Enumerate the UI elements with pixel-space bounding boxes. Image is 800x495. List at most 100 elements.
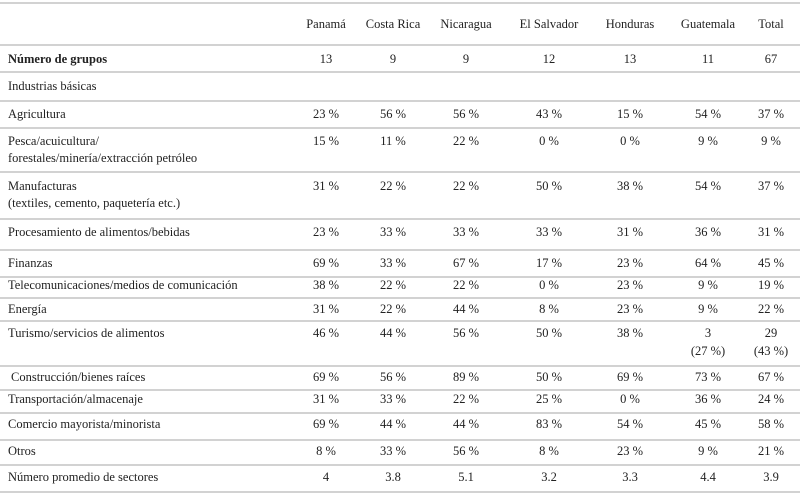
cell: 54 %: [617, 417, 643, 431]
cell: 21 %: [758, 444, 784, 458]
cell: 67: [765, 52, 778, 66]
cell: 56 %: [453, 326, 479, 340]
cell: 12: [543, 52, 556, 66]
cell: 69 %: [313, 417, 339, 431]
cell: 33 %: [453, 225, 479, 239]
cell: 31 %: [617, 225, 643, 239]
cell: 8 %: [539, 302, 559, 316]
cell: 23 %: [617, 278, 643, 292]
cell: 22 %: [453, 278, 479, 292]
cell: 83 %: [536, 417, 562, 431]
cell: 9 %: [761, 134, 781, 148]
cell: 9 %: [698, 278, 718, 292]
cell: 4: [323, 470, 330, 484]
cell: 0 %: [539, 278, 559, 292]
cell: 73 %: [695, 370, 721, 384]
cell: 33 %: [380, 392, 406, 406]
cell: 15 %: [313, 134, 339, 148]
row-label: Procesamiento de alimentos/bebidas: [8, 225, 190, 239]
row-label: Telecomunicaciones/medios de comunicació…: [8, 278, 238, 292]
cell: 22 %: [380, 278, 406, 292]
row-label: Turismo/servicios de alimentos: [8, 326, 165, 340]
row-label: Energía: [8, 302, 47, 316]
cell: 9 %: [698, 134, 718, 148]
cell: 3: [705, 326, 711, 340]
cell: 3.3: [622, 470, 638, 484]
cell: 0 %: [620, 134, 640, 148]
cell: 23 %: [313, 107, 339, 121]
cell: 22 %: [380, 179, 406, 193]
cell: 46 %: [313, 326, 339, 340]
cell: 23 %: [617, 444, 643, 458]
cell: 23 %: [617, 256, 643, 270]
cell: 0 %: [539, 134, 559, 148]
cell: 9: [390, 52, 396, 66]
cell: 3.2: [541, 470, 557, 484]
cell: 22 %: [453, 134, 479, 148]
cell: 8 %: [539, 444, 559, 458]
cell: 50 %: [536, 326, 562, 340]
cell: 37 %: [758, 179, 784, 193]
cell: 17 %: [536, 256, 562, 270]
cell: 45 %: [695, 417, 721, 431]
row-label: Transportación/almacenaje: [8, 392, 143, 406]
column-header: Honduras: [606, 17, 655, 31]
row-label: Número de grupos: [8, 52, 107, 66]
column-header: El Salvador: [520, 17, 580, 31]
column-header: Total: [758, 17, 784, 31]
cell: 29: [765, 326, 778, 340]
cell: 36 %: [695, 225, 721, 239]
row-label: Comercio mayorista/minorista: [8, 417, 161, 431]
cell: 69 %: [313, 256, 339, 270]
cell: 15 %: [617, 107, 643, 121]
cell: 31 %: [313, 392, 339, 406]
cell: 31 %: [313, 302, 339, 316]
row-label: Construcción/bienes raíces: [11, 370, 145, 384]
cell: 11: [702, 52, 714, 66]
cell: 44 %: [380, 417, 406, 431]
column-header: Panamá: [306, 17, 346, 31]
cell: 23 %: [313, 225, 339, 239]
cell: 22 %: [453, 179, 479, 193]
cell: 19 %: [758, 278, 784, 292]
row-label: Agricultura: [8, 107, 66, 121]
row-label: Industrias básicas: [8, 79, 97, 93]
cell: 0 %: [620, 392, 640, 406]
cell: 56 %: [380, 107, 406, 121]
cell: 56 %: [453, 107, 479, 121]
cell: 22 %: [380, 302, 406, 316]
cell: (43 %): [754, 344, 788, 358]
cell: 3.9: [763, 470, 779, 484]
row-label: Pesca/acuicultura/: [8, 134, 99, 148]
cell: 44 %: [453, 417, 479, 431]
cell: 56 %: [380, 370, 406, 384]
row-label: Otros: [8, 444, 36, 458]
cell: 13: [624, 52, 637, 66]
cell: 22 %: [453, 392, 479, 406]
cell: 54 %: [695, 107, 721, 121]
cell: 5.1: [458, 470, 474, 484]
cell: 9 %: [698, 302, 718, 316]
column-header: Guatemala: [681, 17, 736, 31]
cell: 37 %: [758, 107, 784, 121]
cell: 33 %: [380, 256, 406, 270]
cell: 23 %: [617, 302, 643, 316]
column-header: Costa Rica: [366, 17, 421, 31]
cell: 38 %: [617, 326, 643, 340]
cell: 4.4: [700, 470, 716, 484]
cell: 43 %: [536, 107, 562, 121]
cell: 64 %: [695, 256, 721, 270]
cell: 25 %: [536, 392, 562, 406]
row-label: Número promedio de sectores: [8, 470, 158, 484]
row-label: forestales/minería/extracción petróleo: [8, 151, 197, 165]
cell: 24 %: [758, 392, 784, 406]
cell: 45 %: [758, 256, 784, 270]
cell: 38 %: [617, 179, 643, 193]
cell: 50 %: [536, 179, 562, 193]
cell: 13: [320, 52, 333, 66]
cell: 58 %: [758, 417, 784, 431]
cell: 33 %: [536, 225, 562, 239]
cell: 44 %: [380, 326, 406, 340]
row-label: Manufacturas: [8, 179, 77, 193]
